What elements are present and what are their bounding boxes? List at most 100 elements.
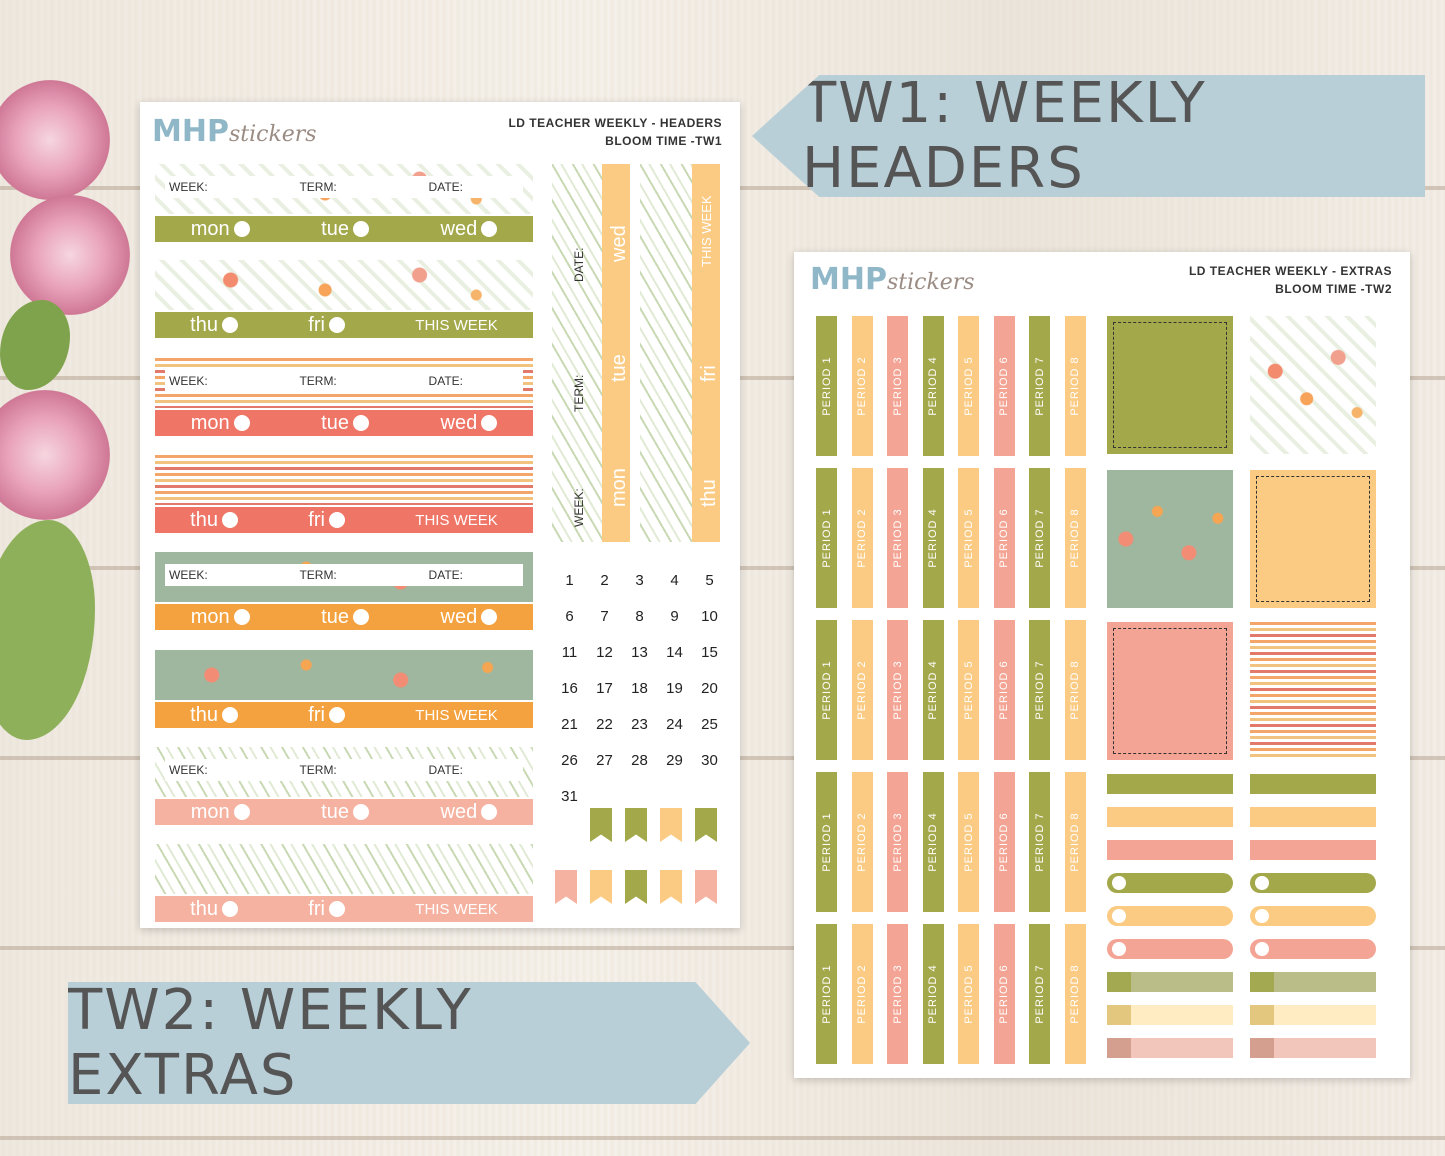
this-week-label: THIS WEEK [415, 316, 498, 334]
period-sticker: PERIOD 7 [1029, 468, 1050, 608]
pink-flower-2 [10, 195, 130, 315]
period-sticker: PERIOD 5 [958, 924, 979, 1064]
week-label: WEEK: [169, 374, 208, 388]
full-box-olive [1107, 316, 1233, 454]
label-bar [1107, 840, 1233, 860]
date-number: 6 [565, 608, 574, 625]
date-number: 16 [561, 680, 578, 697]
period-sticker: PERIOD 2 [851, 772, 873, 912]
full-box-peach [1250, 470, 1376, 608]
logo-main: MHP [810, 262, 887, 297]
tw2-banner-label: TW2: WEEKLY EXTRAS [68, 978, 473, 1108]
period-sticker: PERIOD 8 [1064, 772, 1086, 912]
period-sticker: PERIOD 1 [816, 772, 837, 912]
full-box-salmon [1107, 622, 1233, 760]
circle-label-bar [1250, 906, 1376, 926]
tab-label-bar [1250, 972, 1376, 992]
flag-sticker [695, 870, 717, 904]
vertical-header-right [640, 164, 692, 542]
period-sticker: PERIOD 7 [1029, 620, 1050, 760]
period-sticker: PERIOD 7 [1029, 316, 1050, 456]
week-label: WEEK: [169, 763, 208, 777]
period-sticker: PERIOD 4 [922, 772, 944, 912]
day-fri: fri [308, 704, 345, 727]
weekly-header-5: WEEK: TERM: DATE: mon tue wed [155, 552, 533, 630]
flag-sticker [555, 870, 577, 904]
striped-box [1250, 622, 1376, 760]
date-number: 22 [596, 716, 613, 733]
date-number: 2 [600, 572, 609, 589]
period-sticker: PERIOD 7 [1029, 924, 1050, 1064]
circle-label-bar [1107, 939, 1233, 959]
sheet-title: LD TEACHER WEEKLY - HEADERS BLOOM TIME -… [508, 114, 722, 150]
date-number: 12 [596, 644, 613, 661]
logo: MHPstickers [810, 262, 975, 297]
day-mon: mon [191, 801, 250, 824]
period-sticker: PERIOD 3 [887, 924, 908, 1064]
vertical-header-left [552, 164, 604, 542]
period-sticker: PERIOD 6 [993, 772, 1015, 912]
period-sticker: PERIOD 1 [816, 468, 837, 608]
period-sticker: PERIOD 2 [851, 924, 873, 1064]
day-thu: thu [190, 898, 238, 921]
date-number: 31 [561, 788, 578, 805]
period-sticker: PERIOD 5 [958, 620, 979, 760]
tw2-banner: TW2: WEEKLY EXTRAS [68, 982, 750, 1104]
weekly-header-7: WEEK: TERM: DATE: mon tue wed [155, 747, 533, 825]
day-tue: tue [321, 412, 369, 435]
date-number: 9 [670, 608, 679, 625]
tab-label-bar [1107, 1005, 1233, 1025]
day-thu: thu [190, 509, 238, 532]
logo: MHPstickers [152, 114, 317, 149]
vertical-term-label: TERM: [572, 374, 586, 412]
circle-label-bar [1250, 873, 1376, 893]
period-sticker: PERIOD 2 [851, 316, 873, 456]
weekly-header-3: WEEK: TERM: DATE: mon tue wed [155, 358, 533, 436]
floral-box [1250, 316, 1376, 454]
green-leaf [0, 520, 95, 740]
vertical-week-label: WEEK: [572, 488, 586, 527]
term-label: TERM: [299, 568, 337, 582]
date-label: DATE: [428, 374, 463, 388]
tab-label-bar [1107, 972, 1233, 992]
this-week-label: THIS WEEK [415, 900, 498, 918]
period-sticker: PERIOD 6 [993, 924, 1015, 1064]
week-label: WEEK: [169, 180, 208, 194]
pink-flower-3 [0, 390, 110, 520]
period-sticker: PERIOD 8 [1064, 620, 1086, 760]
flag-sticker [625, 870, 647, 904]
day-thu: thu [190, 314, 238, 337]
day-tue: tue [321, 801, 369, 824]
floral-box-sage [1107, 470, 1233, 608]
date-number: 19 [666, 680, 683, 697]
flag-sticker [695, 808, 717, 842]
date-number: 10 [701, 608, 718, 625]
period-sticker: PERIOD 4 [922, 316, 944, 456]
sheet-title-line2: BLOOM TIME -TW1 [605, 134, 722, 148]
date-number: 8 [635, 608, 644, 625]
date-number: 18 [631, 680, 648, 697]
label-bar [1250, 807, 1376, 827]
vertical-days-strip-2 [692, 164, 720, 542]
period-sticker: PERIOD 3 [887, 772, 908, 912]
circle-label-bar [1250, 939, 1376, 959]
flag-sticker [590, 808, 612, 842]
date-number: 14 [666, 644, 683, 661]
period-sticker: PERIOD 5 [958, 316, 979, 456]
period-sticker: PERIOD 8 [1064, 924, 1086, 1064]
period-sticker: PERIOD 1 [816, 924, 837, 1064]
tab-label-bar [1107, 1038, 1233, 1058]
date-label: DATE: [428, 568, 463, 582]
green-leaf-small [0, 300, 70, 390]
weekly-header-6: thu fri THIS WEEK [155, 650, 533, 728]
sticker-sheet-tw1: MHPstickers LD TEACHER WEEKLY - HEADERS … [140, 102, 740, 928]
logo-script: stickers [886, 270, 975, 295]
vertical-day-mon: mon [608, 468, 630, 507]
vertical-day-wed: wed [608, 225, 630, 262]
vertical-day-tue: tue [608, 354, 630, 382]
date-number: 26 [561, 752, 578, 769]
sheet-title-line1: LD TEACHER WEEKLY - EXTRAS [1188, 264, 1392, 278]
day-wed: wed [441, 412, 498, 435]
period-sticker: PERIOD 1 [816, 316, 837, 456]
weekly-header-2: thu fri THIS WEEK [155, 260, 533, 338]
